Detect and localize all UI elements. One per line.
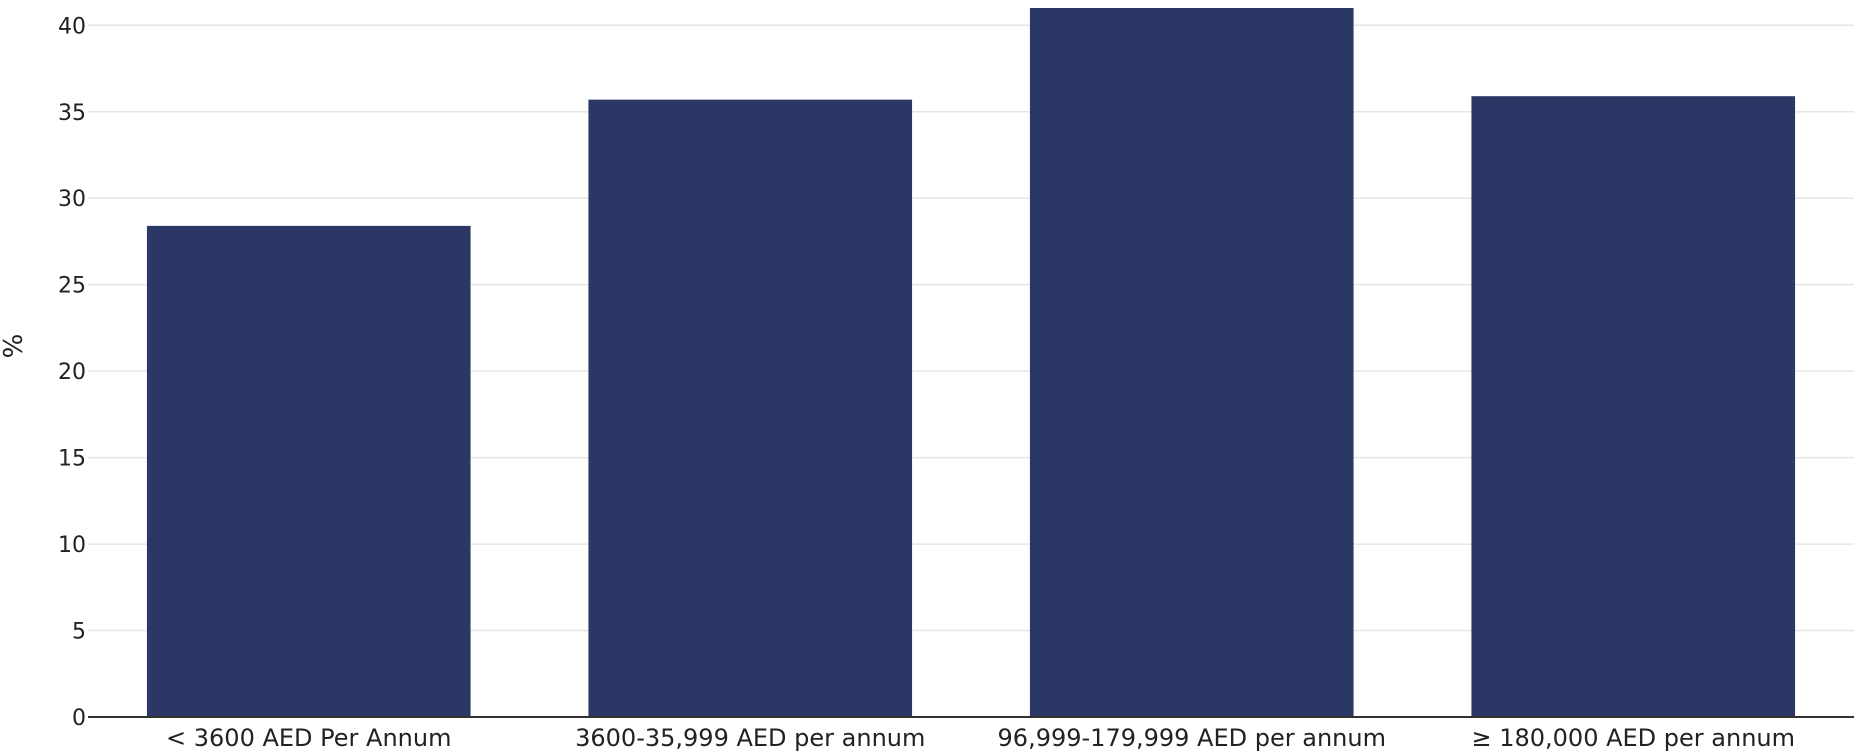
y-tick-label: 10	[58, 533, 86, 558]
bars	[146, 8, 1796, 717]
y-axis-title: %	[0, 334, 29, 359]
y-tick-label: 20	[58, 360, 86, 385]
x-category-label: 96,999-179,999 AED per annum	[998, 724, 1386, 752]
y-tick-label: 25	[58, 274, 86, 299]
y-tick-label: 0	[72, 706, 86, 731]
y-tick-label: 30	[58, 187, 86, 212]
y-tick-label: 40	[58, 14, 86, 39]
x-category-label: ≥ 180,000 AED per annum	[1471, 724, 1795, 752]
x-axis-labels: < 3600 AED Per Annum 3600-35,999 AED per …	[166, 724, 1795, 752]
x-category-label: 3600-35,999 AED per annum	[575, 724, 925, 752]
y-tick-label: 35	[58, 101, 86, 126]
x-category-label: < 3600 AED Per Annum	[166, 724, 451, 752]
y-tick-label: 5	[72, 620, 86, 645]
bar	[588, 99, 913, 717]
bar	[1029, 8, 1354, 717]
bar	[1471, 96, 1796, 717]
y-tick-label: 15	[58, 447, 86, 472]
bar	[146, 225, 471, 717]
y-axis-ticks: 0 5 10 15 20 25 30 35 40	[58, 14, 86, 731]
